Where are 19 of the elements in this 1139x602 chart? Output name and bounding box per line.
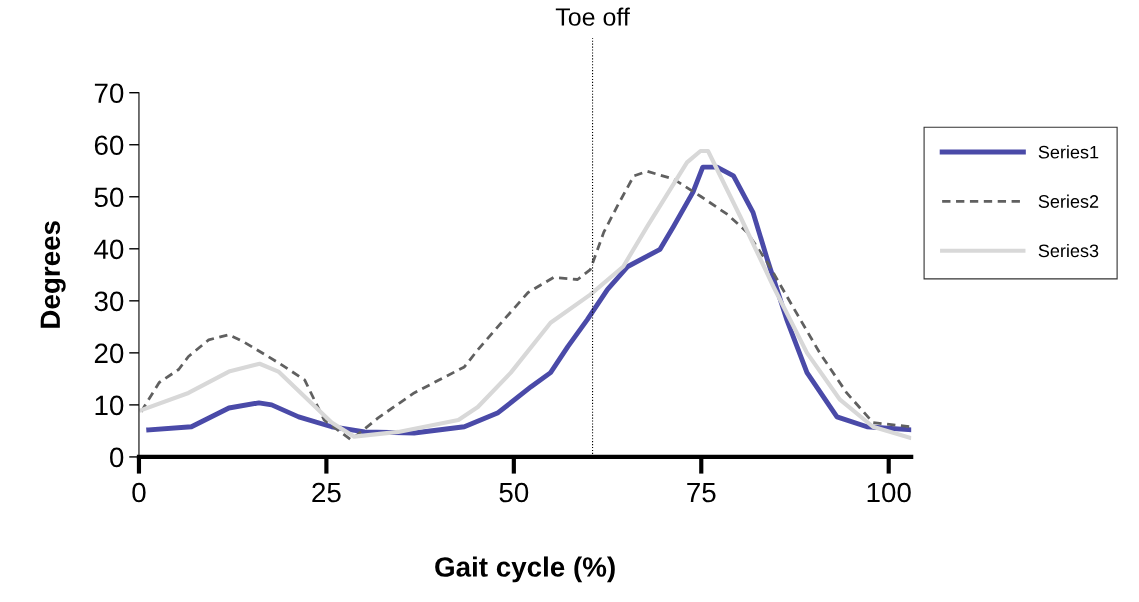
x-tick-label: 25: [312, 482, 341, 503]
x-tick-label: 50: [499, 482, 529, 503]
y-tick-label: 60: [94, 135, 124, 156]
legend-label: Series1: [1038, 145, 1099, 159]
y-tick-label: 40: [94, 239, 124, 260]
x-tick-label: 0: [132, 482, 146, 503]
legend-label: Series2: [1038, 194, 1099, 208]
x-tick-label: 100: [867, 482, 911, 503]
y-tick-label: 10: [95, 395, 124, 416]
y-tick-label: 70: [94, 83, 124, 104]
y-tick-label: 20: [94, 343, 124, 364]
ref-line-label: Toe off: [555, 7, 630, 26]
x-tick-label: 75: [687, 482, 716, 503]
legend-label: Series3: [1038, 243, 1099, 258]
y-tick-label: 30: [94, 291, 124, 312]
x-axis-title: Gait cycle (%): [435, 556, 615, 583]
y-tick-label: 0: [110, 447, 124, 468]
y-tick-label: 50: [94, 187, 124, 208]
y-axis-title: Degrees: [40, 221, 66, 328]
